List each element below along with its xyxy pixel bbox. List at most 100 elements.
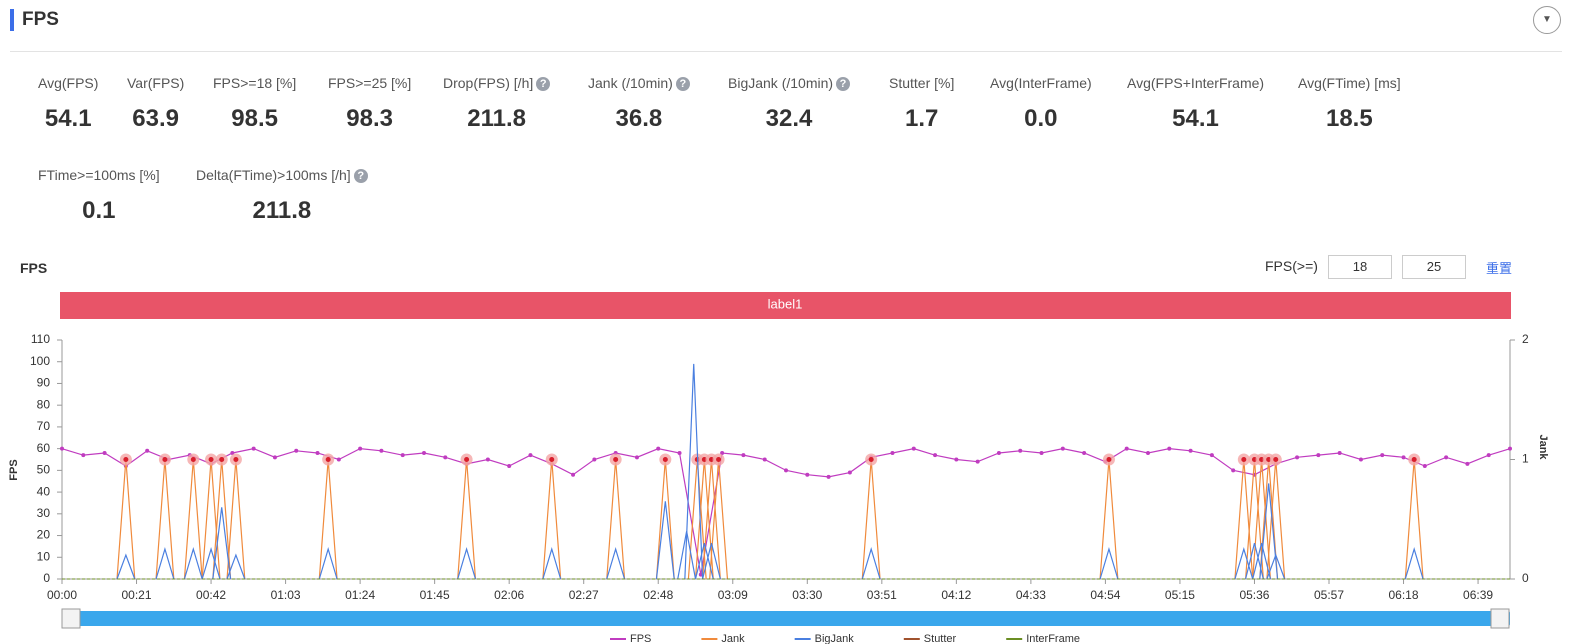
x-tick-label: 06:39 — [1463, 588, 1493, 602]
metric-value: 32.4 — [765, 105, 813, 132]
help-icon[interactable]: ? — [353, 169, 368, 183]
y2-axis-title: Jank — [1537, 434, 1549, 460]
fps-point — [720, 450, 725, 455]
fps-point — [890, 450, 895, 455]
help-icon[interactable]: ? — [836, 77, 851, 91]
spike — [606, 547, 626, 580]
jank-dot — [219, 457, 225, 462]
y-tick-label: 80 — [37, 397, 51, 411]
metric-value: 18.5 — [1325, 105, 1373, 132]
legend-label: InterFrame — [1026, 633, 1080, 644]
fps-point — [272, 455, 277, 460]
title-accent — [10, 9, 14, 31]
reset-link[interactable]: 重置 — [1486, 261, 1513, 276]
x-tick-label: 04:33 — [1016, 588, 1046, 602]
fps-line — [61, 448, 1511, 575]
slider-handle[interactable] — [61, 608, 81, 629]
spike — [226, 553, 246, 580]
metric-value: 98.5 — [231, 105, 278, 132]
metric-value: 211.8 — [467, 105, 526, 132]
metric-label: BigJank (/10min)? — [728, 75, 851, 91]
spike — [542, 547, 562, 580]
fps-point — [1167, 446, 1172, 451]
fps-point — [294, 448, 299, 453]
spike — [684, 363, 704, 580]
y2-tick-label: 2 — [1522, 332, 1529, 346]
help-icon[interactable]: ? — [536, 77, 551, 91]
metric-value: 211.8 — [252, 197, 312, 224]
fps-point — [1508, 446, 1512, 451]
fps-point — [230, 450, 235, 455]
metric-label-text: FTime>=100ms [%] — [38, 167, 160, 183]
section-title: FPS — [22, 9, 59, 30]
metric-label: Avg(InterFrame) — [990, 75, 1092, 91]
metric: Stutter [%] 1.7 — [889, 75, 954, 133]
metric-label: FPS>=25 [%] — [328, 75, 411, 91]
y-tick-label: 0 — [43, 571, 50, 585]
fps-point — [1444, 455, 1449, 460]
metric-value: 0.0 — [1024, 105, 1058, 132]
fps-point — [1486, 453, 1491, 458]
x-tick-label: 02:27 — [569, 588, 599, 602]
fps-point — [656, 446, 661, 451]
fps-point — [1401, 455, 1406, 460]
x-tick-label: 04:54 — [1090, 588, 1120, 602]
collapse-button[interactable]: ▼ — [1533, 6, 1561, 34]
threshold-high-input[interactable]: 25 — [1402, 255, 1466, 279]
range-slider[interactable] — [62, 611, 1510, 626]
fps-point — [1337, 450, 1342, 455]
fps-point — [1082, 450, 1087, 455]
jank-dot — [716, 457, 722, 462]
fps-point — [507, 464, 512, 469]
metric-value: 54.1 — [44, 105, 92, 132]
slider-handle[interactable] — [1490, 608, 1510, 629]
chart-title: FPS — [20, 260, 48, 276]
y-tick-label: 100 — [30, 354, 50, 368]
metric: Avg(FPS+InterFrame) 54.1 — [1127, 75, 1264, 133]
spike — [212, 507, 232, 580]
help-icon[interactable]: ? — [675, 77, 690, 91]
metric-label-text: Drop(FPS) [/h] — [443, 75, 534, 91]
x-tick-label: 02:48 — [643, 588, 673, 602]
x-tick-label: 01:24 — [345, 588, 375, 602]
y-tick-label: 50 — [37, 463, 51, 477]
legend-label: BigJank — [815, 633, 855, 644]
spike — [1252, 543, 1272, 580]
metric-value: 98.3 — [346, 105, 393, 132]
fps-point — [422, 450, 426, 455]
metric-label: Stutter [%] — [889, 75, 954, 91]
metric: BigJank (/10min)? 32.4 — [728, 75, 851, 133]
fps-point — [784, 468, 788, 473]
x-tick-label: 01:03 — [271, 588, 301, 602]
fps-point — [1188, 448, 1193, 453]
fps-point — [1124, 446, 1129, 451]
fps-point — [60, 446, 64, 451]
metric-label-text: Avg(FTime) [ms] — [1298, 75, 1401, 91]
jank-dot — [549, 457, 555, 462]
spike — [318, 459, 338, 580]
legend-label: Stutter — [924, 633, 957, 644]
fps-point — [400, 453, 405, 458]
threshold-low-input[interactable]: 18 — [1328, 255, 1392, 279]
fps-point — [443, 455, 448, 460]
metric: Drop(FPS) [/h]? 211.8 — [443, 75, 551, 133]
x-tick-label: 03:30 — [792, 588, 822, 602]
fps-point — [1060, 446, 1065, 451]
x-tick-label: 04:12 — [941, 588, 971, 602]
metric-value: 63.9 — [132, 105, 180, 132]
x-tick-label: 05:36 — [1239, 588, 1269, 602]
jank-dot — [1411, 457, 1417, 462]
fps-point — [1039, 450, 1044, 455]
legend-label: FPS — [630, 633, 651, 644]
metric-label: Avg(FPS+InterFrame) — [1127, 75, 1264, 91]
metric-label-text: Jank (/10min) — [588, 75, 673, 91]
fps-point — [1380, 453, 1385, 458]
spike — [655, 501, 675, 580]
spike — [1099, 459, 1119, 580]
metric-label: Var(FPS) — [127, 75, 184, 91]
spike — [606, 459, 626, 580]
label-band-text: label1 — [768, 296, 803, 311]
fps-point — [379, 448, 384, 453]
